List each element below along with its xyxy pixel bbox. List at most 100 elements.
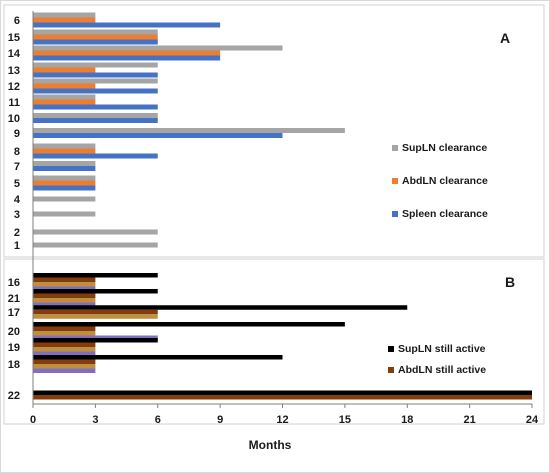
category-label-20: 20 [8,326,20,338]
x-tick-label-6: 6 [155,414,161,426]
bar-16-s0 [33,273,158,278]
bar-22-s0 [33,390,532,395]
panel-b: B 16 21 17 20 19 18 22 SupLN still active AbdLN s… [3,258,545,425]
category-label-1: 1 [14,240,20,252]
bar-21-s2 [33,298,96,303]
bar-16-s3 [33,286,96,291]
bar-8-s2 [33,153,158,159]
category-label-11: 11 [8,97,20,109]
x-tick-label-24: 24 [526,414,539,426]
bar-5-s1 [33,180,96,186]
bar-6-s0 [33,12,96,18]
bar-13-s1 [33,67,96,73]
legend-label-0: SupLN still active [398,343,486,355]
panel-a: A 6 15 14 13 12 11 10 9 8 7 5 4 3 21 SupLN clearance Abd… [3,4,545,258]
bar-11-s0 [33,94,96,100]
bar-5-s0 [33,175,96,181]
bar-15-s1 [33,34,158,40]
category-label-5: 5 [14,178,20,190]
bar-12-s2 [33,88,158,94]
bar-19-s1 [33,342,96,347]
category-label-13: 13 [8,65,20,77]
category-label-14: 14 [8,48,21,60]
bar-14-s0 [33,45,283,51]
category-label-22: 22 [8,390,20,402]
bar-14-s1 [33,50,221,56]
category-label-7: 7 [14,161,20,173]
category-label-16: 16 [8,277,20,289]
bar-8-s1 [33,148,96,154]
bar-6-s1 [33,17,96,23]
legend-label-1: AbdLN clearance [402,175,488,187]
bar-3-s0 [33,211,96,217]
bar-4-s0 [33,196,96,202]
bar-18-s1 [33,359,96,364]
bar-19-s2 [33,347,96,352]
category-label-19: 19 [8,342,20,354]
bar-12-s0 [33,78,158,84]
bar-11-s2 [33,104,158,110]
legend-label-2: Spleen clearance [402,208,488,220]
bar-18-s0 [33,355,283,360]
bar-7-s2 [33,166,96,171]
bar-9-s2 [33,133,283,138]
bar-9-s0 [33,128,345,133]
panel-label: B [505,274,515,290]
bar-2-s0 [33,229,158,235]
category-label-2: 2 [14,227,20,239]
bar-15-s2 [33,39,158,45]
bar-18-s2 [33,364,96,369]
x-tick-label-9: 9 [217,414,223,426]
category-label-17: 17 [8,307,20,319]
bar-17-s1 [33,309,158,315]
category-label-6: 6 [14,15,20,27]
legend-swatch-1 [388,367,394,373]
panel-label: A [500,30,510,46]
bar-21-s0 [33,289,158,294]
bar-17-s0 [33,305,408,310]
x-tick-label-0: 0 [30,414,36,426]
bar-12-s1 [33,83,96,89]
category-label-10: 10 [8,113,20,125]
x-tick-label-3: 3 [92,414,98,426]
x-tick-label-18: 18 [401,414,413,426]
legend-label-0: SupLN clearance [402,142,487,154]
category-label-21: 21 [8,293,20,305]
bar-22-s1 [33,395,532,400]
bar-13-s0 [33,62,158,68]
bar-21-s1 [33,293,96,298]
bar-20-s2 [33,331,96,336]
bar-10-s2 [33,118,158,123]
category-label-15: 15 [8,32,20,44]
legend-label-1: AbdLN still active [398,364,486,376]
bar-5-s2 [33,185,96,191]
legend-swatch-0 [388,346,394,352]
legend-swatch-2 [392,211,398,217]
category-label-18: 18 [8,359,20,371]
bar-15-s0 [33,29,158,35]
category-label-9: 9 [14,128,20,140]
bar-19-s0 [33,338,158,343]
bar-17-s2 [33,314,158,319]
bar-21-s3 [33,302,96,307]
bar-18-s3 [33,368,96,373]
category-label-12: 12 [8,81,20,93]
bar-20-s1 [33,326,96,331]
category-label-4: 4 [14,194,21,206]
x-tick-label-21: 21 [464,414,476,426]
bar-19-s3 [33,351,96,356]
bar-14-s2 [33,55,221,61]
bar-20-s3 [33,335,158,340]
x-tick-label-12: 12 [276,414,288,426]
bar-13-s2 [33,72,158,78]
bar-16-s2 [33,282,96,287]
category-label-3: 3 [14,209,20,221]
bar-6-s2 [33,22,221,28]
x-axis-label: Months [249,438,292,452]
bar-8-s0 [33,143,96,149]
bar-10-s0 [33,113,158,118]
x-tick-label-15: 15 [339,414,351,426]
bar-16-s1 [33,277,96,282]
x-axis: 0 3 6 9 12 15 18 21 24 [30,11,539,426]
